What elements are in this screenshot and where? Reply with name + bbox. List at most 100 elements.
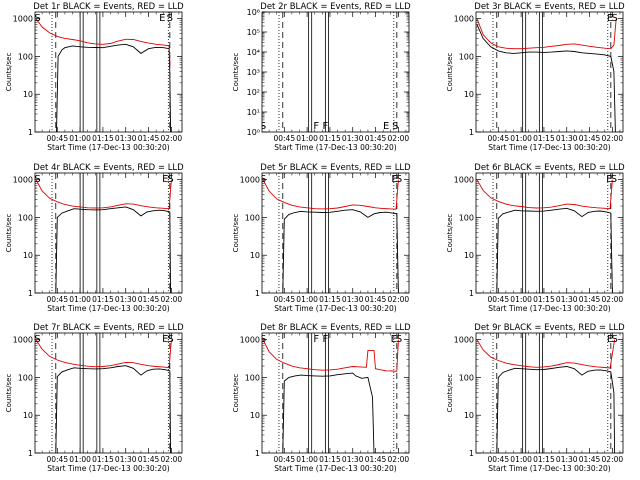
y-axis-label: Counts/sec: [232, 53, 240, 92]
chart-title: Det 4r BLACK = Events, RED = LLD: [33, 163, 184, 173]
y-tick-label: 10: [250, 251, 260, 260]
y-tick-label: 100: [245, 373, 260, 382]
y-axis-label: Counts/sec: [446, 53, 454, 92]
x-tick-label: 01:30: [556, 134, 578, 143]
y-axis-label: Counts/sec: [5, 374, 13, 413]
y-tick-label: 10: [464, 411, 474, 420]
y-axis-label: Counts/sec: [5, 214, 13, 253]
marker-label-s: S: [260, 121, 266, 132]
y-tick-label: 1: [28, 449, 33, 458]
series-lld-line: [262, 179, 399, 210]
x-tick-label: 01:15: [533, 455, 555, 464]
marker-label-e: E: [383, 121, 389, 132]
y-tick-label: 1: [469, 449, 474, 458]
y-tick-label: 10⁵: [247, 28, 260, 37]
x-tick-label: 00:45: [273, 455, 295, 464]
y-tick-label: 1: [255, 289, 260, 298]
x-tick-label: 02:00: [161, 134, 183, 143]
x-tick-label: 01:00: [510, 455, 532, 464]
plot-frame: [475, 332, 624, 454]
y-tick-label: 1: [28, 289, 33, 298]
y-tick-label: 1000: [13, 15, 33, 24]
series-events-line: [55, 365, 172, 453]
chart-title: Det 7r BLACK = Events, RED = LLD: [33, 323, 184, 333]
x-tick-label: 01:30: [342, 295, 364, 304]
x-tick-label: 01:45: [138, 134, 160, 143]
plot-frame: [261, 332, 410, 454]
chart-panel-6: Det 6r BLACK = Events, RED = LLDES110100…: [446, 163, 625, 313]
x-tick-label: 01:45: [138, 455, 160, 464]
chart-title: Det 1r BLACK = Events, RED = LLD: [33, 2, 184, 12]
plot-area: ES: [476, 173, 617, 293]
plot-frame: [34, 172, 183, 294]
x-tick-label: 01:15: [533, 295, 555, 304]
y-tick-label: 10⁶: [247, 8, 260, 17]
chart-title: Det 8r BLACK = Events, RED = LLD: [260, 323, 411, 333]
x-tick-label: 01:00: [296, 455, 318, 464]
y-tick-label: 1000: [240, 336, 260, 345]
y-tick-label: 10: [23, 411, 33, 420]
x-axis-label: Start Time (17-Dec-13 00:30:20): [274, 464, 396, 473]
series-lld-line: [35, 179, 172, 210]
x-tick-label: 01:30: [115, 295, 137, 304]
x-tick-label: 01:15: [319, 455, 341, 464]
x-tick-label: 00:45: [46, 295, 68, 304]
x-tick-label: 02:00: [388, 295, 410, 304]
marker-label-e: E: [606, 174, 612, 185]
marker-label-e: E: [162, 334, 168, 345]
y-tick-label: 1: [469, 128, 474, 137]
plot-area: ES: [476, 333, 618, 453]
x-tick-label: 01:00: [69, 295, 91, 304]
chart-panel-3: Det 3r BLACK = Events, RED = LLDES110100…: [446, 2, 625, 152]
plot-area: ES: [476, 12, 618, 132]
series-lld-line: [476, 18, 617, 50]
marker-label-s: S: [392, 121, 398, 132]
x-tick-label: 02:00: [161, 295, 183, 304]
x-tick-label: 02:00: [388, 455, 410, 464]
marker-label-s: S: [396, 174, 402, 185]
x-axis-label: Start Time (17-Dec-13 00:30:20): [274, 304, 396, 313]
x-tick-label: 01:00: [296, 295, 318, 304]
y-tick-label: 100: [18, 373, 33, 382]
series-lld-line: [476, 339, 616, 369]
x-tick-label: 00:45: [487, 295, 509, 304]
x-tick-label: 02:00: [161, 455, 183, 464]
y-axis-label: Counts/sec: [446, 374, 454, 413]
series-events-line: [282, 372, 399, 453]
y-tick-label: 1: [255, 449, 260, 458]
series-events-line: [282, 209, 399, 293]
y-tick-label: 100: [18, 52, 33, 61]
series-events-line: [476, 24, 616, 132]
y-axis-label: Counts/sec: [5, 53, 13, 92]
x-tick-label: 01:30: [342, 455, 364, 464]
x-axis-label: Start Time (17-Dec-13 00:30:20): [274, 143, 396, 152]
x-tick-label: 01:30: [115, 455, 137, 464]
x-tick-label: 00:45: [46, 134, 68, 143]
plot-frame: [475, 11, 624, 133]
marker-label-s: S: [611, 13, 617, 24]
x-tick-label: 00:45: [487, 455, 509, 464]
marker-label-e: E: [607, 334, 613, 345]
y-tick-label: 100: [459, 213, 474, 222]
marker-label-s: S: [396, 334, 402, 345]
y-tick-label: 1000: [454, 15, 474, 24]
chart-title: Det 9r BLACK = Events, RED = LLD: [474, 323, 625, 333]
x-tick-label: 01:15: [319, 295, 341, 304]
x-axis-label: Start Time (17-Dec-13 00:30:20): [488, 464, 610, 473]
x-tick-label: 02:00: [388, 134, 410, 143]
series-lld-line: [262, 339, 399, 372]
x-tick-label: 01:45: [579, 455, 601, 464]
y-tick-label: 100: [459, 52, 474, 61]
y-axis-label: Counts/sec: [446, 214, 454, 253]
series-lld-line: [35, 339, 172, 369]
marker-label-f: F: [322, 334, 328, 345]
y-tick-label: 1000: [13, 336, 33, 345]
chart-title: Det 5r BLACK = Events, RED = LLD: [260, 163, 411, 173]
marker-label-e: E: [159, 13, 165, 24]
